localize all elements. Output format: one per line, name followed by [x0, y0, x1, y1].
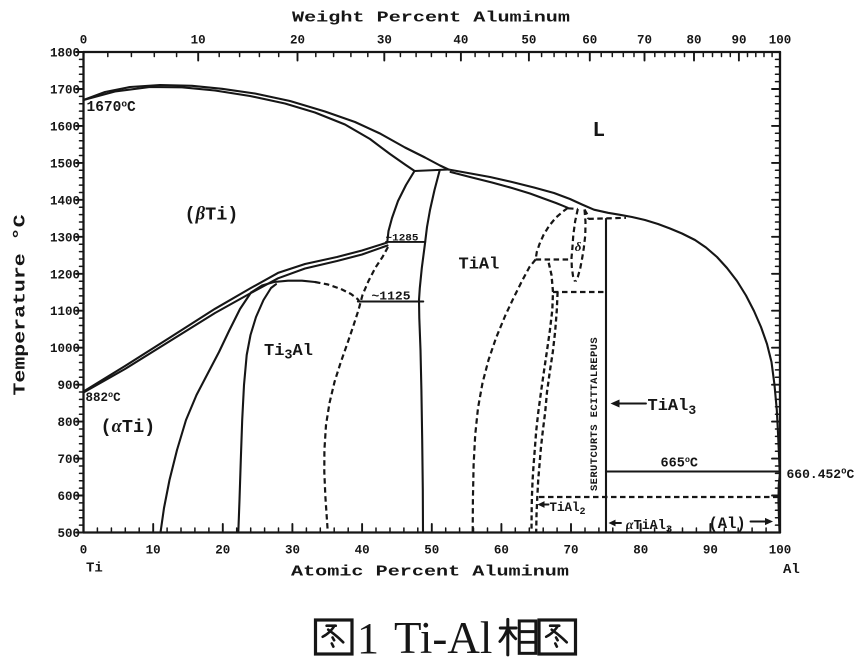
svg-text:~1125: ~1125 [372, 290, 411, 304]
svg-text:Atomic Percent Aluminum: Atomic Percent Aluminum [291, 564, 569, 581]
svg-text:Temperature °C: Temperature °C [12, 215, 31, 396]
svg-text:1400: 1400 [50, 194, 80, 208]
svg-text:90: 90 [731, 34, 746, 48]
svg-text:70: 70 [637, 34, 652, 48]
svg-text:20: 20 [290, 34, 305, 48]
svg-text:90: 90 [703, 544, 718, 558]
svg-text:U: U [589, 445, 601, 451]
svg-text:30: 30 [377, 34, 392, 48]
svg-text:1670oC: 1670oC [87, 99, 137, 117]
svg-text:40: 40 [453, 34, 468, 48]
svg-text:Ti3Al: Ti3Al [264, 342, 313, 364]
svg-text:1500: 1500 [50, 157, 80, 171]
svg-text:U: U [589, 465, 601, 471]
svg-text:αTiAl3: αTiAl3 [626, 517, 672, 536]
svg-text:660.452oC: 660.452oC [787, 467, 855, 483]
svg-text:(βTi): (βTi) [185, 205, 239, 226]
svg-text:60: 60 [494, 544, 509, 558]
svg-text:C: C [589, 451, 601, 458]
svg-text:(Al): (Al) [709, 515, 746, 533]
svg-text:0: 0 [80, 544, 88, 558]
svg-text:500: 500 [57, 527, 80, 541]
svg-text:60: 60 [582, 34, 597, 48]
svg-text:Ti: Ti [86, 561, 103, 577]
svg-text:δ: δ [575, 239, 582, 254]
svg-text:TiAl: TiAl [459, 256, 500, 275]
svg-text:1300: 1300 [50, 231, 80, 245]
svg-text:TiAl2: TiAl2 [550, 501, 586, 518]
svg-text:665oC: 665oC [661, 455, 699, 472]
svg-text:(αTi): (αTi) [101, 417, 156, 438]
svg-text:1: 1 [357, 614, 379, 663]
svg-text:~1285: ~1285 [386, 233, 419, 245]
svg-text:T: T [589, 384, 601, 390]
svg-text:80: 80 [686, 34, 701, 48]
svg-text:20: 20 [215, 544, 230, 558]
svg-text:E: E [589, 478, 601, 484]
svg-text:S: S [589, 337, 601, 343]
svg-text:Ti-Al: Ti-Al [394, 613, 492, 663]
svg-text:T: T [589, 391, 601, 397]
svg-text:40: 40 [355, 544, 370, 558]
svg-text:R: R [589, 437, 601, 444]
svg-text:10: 10 [146, 544, 161, 558]
svg-text:I: I [589, 398, 601, 404]
svg-text:882oC: 882oC [86, 390, 122, 405]
svg-text:T: T [589, 431, 601, 437]
svg-text:TiAl3: TiAl3 [648, 397, 697, 418]
svg-text:1600: 1600 [50, 120, 80, 134]
svg-text:S: S [589, 485, 601, 491]
svg-text:1700: 1700 [50, 83, 80, 97]
svg-text:T: T [589, 458, 601, 464]
svg-text:30: 30 [285, 544, 300, 558]
svg-text:E: E [589, 357, 601, 363]
svg-text:L: L [589, 371, 601, 377]
svg-text:900: 900 [57, 379, 80, 393]
svg-text:100: 100 [769, 544, 792, 558]
svg-text:R: R [589, 471, 601, 478]
svg-text:1200: 1200 [50, 268, 80, 282]
svg-text:P: P [589, 351, 601, 357]
svg-text:700: 700 [57, 453, 80, 467]
svg-text:800: 800 [57, 416, 80, 430]
svg-text:50: 50 [424, 544, 439, 558]
svg-text:1800: 1800 [50, 47, 80, 61]
svg-text:1000: 1000 [50, 342, 80, 356]
svg-text:80: 80 [633, 544, 648, 558]
svg-text:1100: 1100 [50, 305, 80, 319]
svg-text:600: 600 [57, 490, 80, 504]
svg-text:100: 100 [769, 34, 792, 48]
svg-text:10: 10 [191, 34, 206, 48]
svg-text:R: R [589, 363, 601, 370]
svg-text:Al: Al [783, 562, 800, 578]
svg-text:0: 0 [80, 34, 88, 48]
svg-text:A: A [589, 377, 601, 384]
svg-text:U: U [589, 344, 601, 350]
svg-text:S: S [589, 424, 601, 430]
svg-text:50: 50 [521, 34, 536, 48]
svg-text:70: 70 [564, 544, 579, 558]
svg-text:L: L [593, 120, 606, 143]
svg-text:Weight Percent Aluminum: Weight Percent Aluminum [292, 10, 570, 27]
svg-text:E: E [589, 411, 601, 417]
svg-text:C: C [589, 404, 601, 411]
